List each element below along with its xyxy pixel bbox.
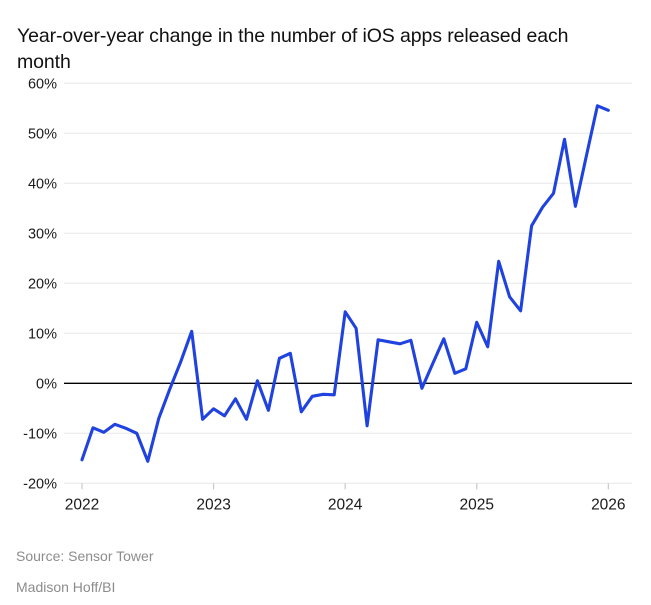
x-axis-label: 2025 bbox=[459, 496, 493, 513]
x-axis-label: 2026 bbox=[591, 496, 625, 513]
y-axis-label: 40% bbox=[28, 176, 57, 192]
x-axis-label: 2023 bbox=[196, 496, 230, 513]
y-axis-label: 30% bbox=[28, 226, 57, 242]
y-axis-label: 60% bbox=[28, 76, 57, 92]
y-axis-label: 0% bbox=[36, 376, 57, 392]
y-axis-label: -20% bbox=[23, 476, 57, 492]
y-axis-label: 50% bbox=[28, 126, 57, 142]
page-title: Year-over-year change in the number of i… bbox=[17, 25, 569, 74]
y-axis-label: 10% bbox=[28, 326, 57, 342]
x-axis-label: 2024 bbox=[328, 496, 363, 513]
byline-text: Madison Hoff/BI bbox=[16, 579, 116, 595]
data-line bbox=[80, 104, 610, 463]
source-text: Source: Sensor Tower bbox=[16, 548, 154, 564]
y-axis-label: -10% bbox=[23, 426, 57, 442]
y-axis-label: 20% bbox=[28, 276, 57, 292]
x-axis-label: 2022 bbox=[65, 496, 99, 513]
